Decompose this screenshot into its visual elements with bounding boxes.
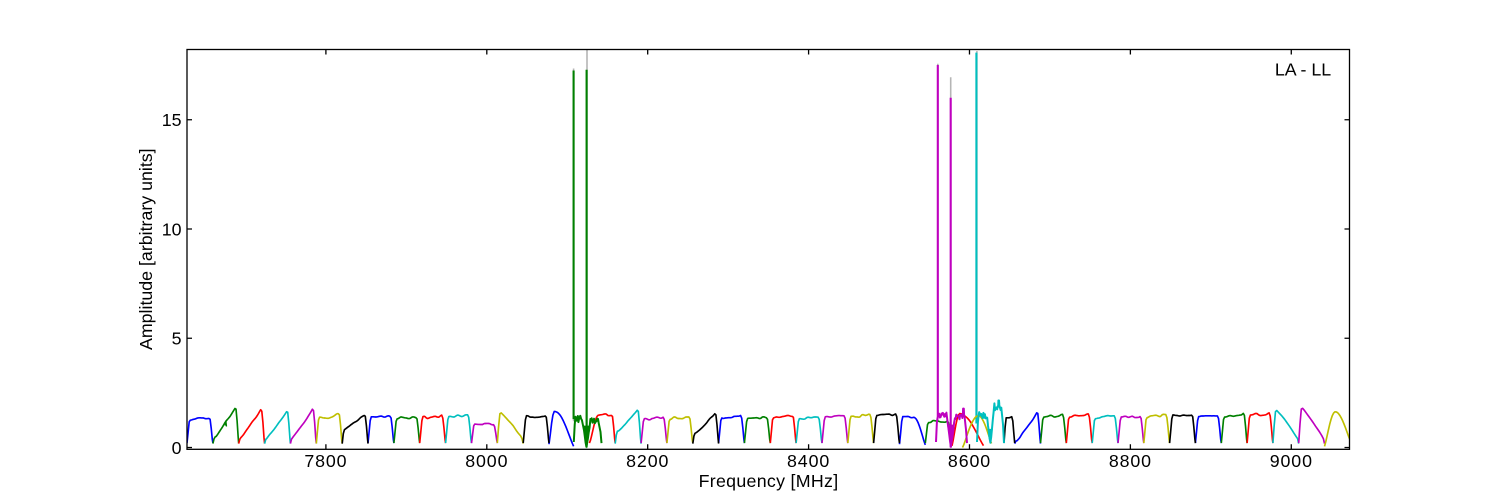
svg-text:Amplitude [arbitrary units]: Amplitude [arbitrary units] (136, 148, 156, 350)
svg-text:8400: 8400 (787, 451, 830, 471)
svg-text:15: 15 (162, 110, 182, 130)
svg-text:8800: 8800 (1109, 451, 1152, 471)
svg-text:7800: 7800 (304, 451, 347, 471)
svg-text:10: 10 (162, 219, 182, 239)
svg-text:9000: 9000 (1270, 451, 1313, 471)
svg-text:Frequency [MHz]: Frequency [MHz] (699, 471, 839, 491)
svg-text:5: 5 (172, 329, 182, 349)
svg-text:8000: 8000 (465, 451, 508, 471)
svg-text:LA - LL: LA - LL (1275, 59, 1331, 79)
svg-text:0: 0 (172, 438, 182, 458)
svg-text:8200: 8200 (626, 451, 669, 471)
svg-text:8600: 8600 (948, 451, 991, 471)
